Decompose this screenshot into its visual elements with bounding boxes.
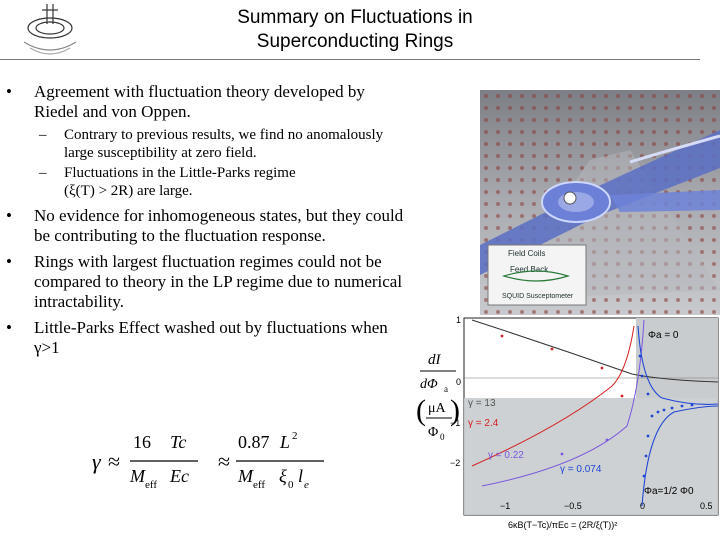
formula1-numerator: 16	[133, 432, 151, 452]
formula1-den-var: M	[129, 466, 146, 486]
bullet-text: No evidence for inhomogeneous states, bu…	[34, 206, 404, 245]
sub-bullet-text: Contrary to previous results, we find no…	[64, 127, 384, 161]
ylabel-top-num: dI	[428, 352, 442, 368]
bullet-item: • Little-Parks Effect washed out by fluc…	[6, 318, 411, 358]
device-schematic-inset: Field Coils Feed Back SQUID Susceptomete…	[487, 244, 587, 306]
phi0-label: Φa = 0	[648, 330, 679, 341]
ylabel-bot-num: μA	[428, 401, 447, 416]
formula2-num-var: L	[279, 432, 290, 452]
formula1-den-sub: eff	[145, 479, 157, 491]
x-tick-label: −0.5	[564, 501, 582, 511]
formula1-num-var: Tc	[170, 432, 186, 452]
formula2-den-l-sub: e	[304, 479, 309, 491]
bullet-text: Rings with largest fluctuation regimes c…	[34, 252, 403, 311]
bullet-item: • Agreement with fluctuation theory deve…	[6, 82, 411, 200]
phi0-shaded-region	[636, 318, 718, 398]
gamma-formula-1: γ ≈ 16 Tc M eff Ec	[88, 428, 200, 492]
approx-symbol: ≈	[218, 449, 230, 474]
bullet-text: Little-Parks Effect washed out by fluctu…	[34, 318, 388, 357]
ylabel-top-sub: a	[444, 384, 448, 394]
inset-label-field-coils: Field Coils	[508, 249, 545, 258]
ylabel-bot-den: Φ	[428, 425, 438, 440]
institution-logo	[23, 4, 77, 55]
svg-text:): )	[450, 394, 460, 427]
gamma-label-0-074: γ = 0.074	[560, 464, 602, 475]
inset-label-feedback: Feed Back	[510, 265, 549, 274]
gamma-label-13: γ = 13	[468, 398, 496, 409]
curve-gamma-13	[471, 319, 719, 383]
seal-icon	[23, 4, 77, 55]
data-points	[500, 334, 694, 478]
x-tick-label: 0.5	[700, 501, 713, 511]
title-divider	[0, 59, 700, 60]
sub-bullet-text: Fluctuations in the Little-Parks regime	[64, 165, 296, 181]
y-tick-label: 1	[456, 316, 461, 325]
x-tick-label: −1	[500, 501, 510, 511]
formula1-den-var2: Ec	[169, 466, 189, 486]
bullet-item: • No evidence for inhomogeneous states, …	[6, 206, 411, 246]
bullet-marker: •	[6, 252, 12, 271]
formula2-den-var: M	[237, 466, 254, 486]
sub-bullet-item: – Contrary to previous results, we find …	[34, 126, 411, 162]
susceptibility-plot: dI dΦ a ( μA Φ 0 ) 1 0 −1 −2 −1 −0.5 0 0…	[412, 316, 720, 540]
ylabel-bot-sub: 0	[440, 432, 445, 442]
bullet-list: • Agreement with fluctuation theory deve…	[6, 82, 411, 364]
gamma-label-2-4: γ = 2.4	[468, 418, 499, 429]
sub-bullet-marker: –	[39, 127, 47, 143]
plot-x-axis-label: 6κB(T−Tc)/πEc = (2R/ξ(T))²	[508, 520, 617, 530]
bullet-text: Agreement with fluctuation theory develo…	[34, 82, 365, 121]
formula2-den-xi-sub: 0	[288, 479, 294, 491]
title-line-1: Summary on Fluctuations in	[237, 7, 473, 28]
sub-bullet-list: – Contrary to previous results, we find …	[34, 126, 411, 200]
curve-gamma-0-22	[481, 319, 645, 487]
y-tick-label: −2	[450, 458, 460, 468]
approx-symbol: ≈	[108, 449, 120, 474]
plot-y-axis-label: dI dΦ a ( μA Φ 0 )	[416, 352, 460, 442]
title-line-2: Superconducting Rings	[256, 31, 454, 52]
formula2-den-l: l	[298, 466, 303, 486]
y-tick-label: 0	[456, 377, 461, 387]
curve-gamma-0-074-lower	[641, 405, 719, 507]
bullet-marker: •	[6, 82, 12, 101]
svg-text:(: (	[416, 394, 426, 427]
bullet-item: • Rings with largest fluctuation regimes…	[6, 252, 411, 312]
gamma-label-0-22: γ = 0.22	[488, 450, 524, 461]
phihalf-label: Φa=1/2 Φ0	[644, 486, 694, 497]
y-tick-label: −1	[450, 418, 460, 428]
formula2-den-xi: ξ	[279, 466, 287, 486]
slide-title: Summary on Fluctuations in Superconducti…	[120, 6, 590, 54]
squid-device-photo: Field Coils Feed Back SQUID Susceptomete…	[480, 90, 720, 315]
formula2-numerator: 0.87	[238, 432, 270, 452]
bullet-marker: •	[6, 206, 12, 225]
bullet-marker: •	[6, 318, 12, 337]
ylabel-top-den: dΦ	[420, 377, 438, 392]
sub-bullet-marker: –	[39, 165, 47, 181]
curve-gamma-0-074	[637, 325, 719, 405]
sub-bullet-item: – Fluctuations in the Little-Parks regim…	[34, 164, 411, 200]
curve-gamma-2-4	[471, 325, 635, 467]
gamma-formula-2: ≈ 0.87 L 2 M eff ξ 0 l e	[216, 428, 328, 492]
formula2-num-sup: 2	[292, 430, 298, 442]
gamma-symbol: γ	[92, 449, 102, 474]
sub-bullet-condition: (ξ(T) > 2R) are large.	[64, 183, 193, 199]
inset-label-squid: SQUID Susceptometer	[502, 293, 574, 300]
formula2-den-sub: eff	[253, 479, 265, 491]
phihalf-shaded-region	[464, 398, 718, 515]
